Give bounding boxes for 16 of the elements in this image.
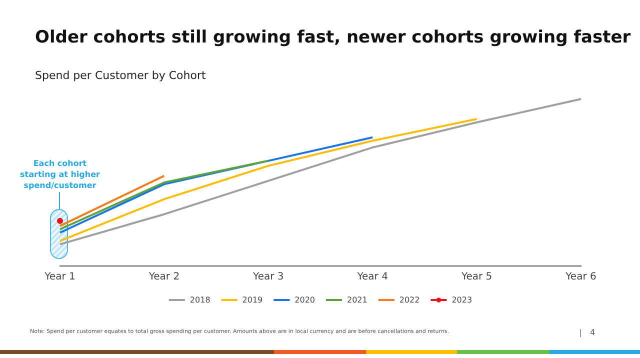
legend-label: 2020 bbox=[294, 296, 315, 304]
annotation: Each cohort starting at higher spend/customer bbox=[20, 158, 100, 191]
legend-label: 2021 bbox=[347, 296, 368, 304]
chart-subtitle: Spend per Customer by Cohort bbox=[35, 69, 207, 82]
x-tick-label: Year 5 bbox=[460, 272, 492, 282]
x-tick-label: Year 2 bbox=[148, 272, 180, 282]
x-tick-label: Year 1 bbox=[44, 272, 76, 282]
legend-label: 2019 bbox=[242, 296, 263, 304]
x-tick-label: Year 6 bbox=[564, 272, 596, 282]
legend-label: 2022 bbox=[399, 296, 420, 304]
x-tick-label: Year 4 bbox=[356, 272, 388, 282]
legend-label: 2018 bbox=[190, 296, 210, 304]
x-tick-label: Year 3 bbox=[252, 272, 284, 282]
chart-title: Older cohorts still growing fast, newer cohorts growing faster bbox=[35, 28, 632, 48]
text: 4 bbox=[590, 328, 596, 337]
legend-label: 2023 bbox=[452, 296, 472, 304]
